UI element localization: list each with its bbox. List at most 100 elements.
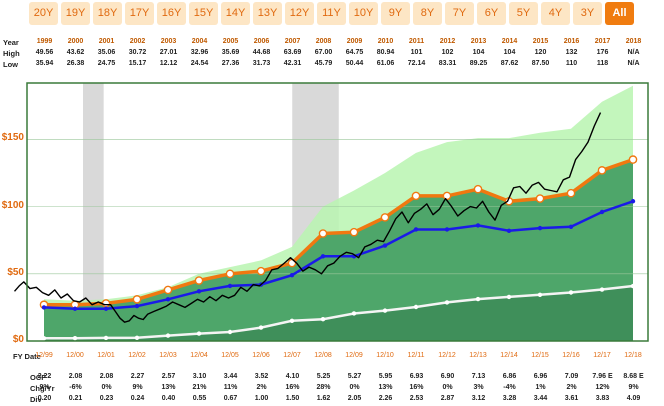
fund-cell-div: 4.09 [626, 395, 641, 402]
info-cell-low: N/A [627, 60, 640, 67]
info-cell-low: 118 [596, 60, 609, 67]
fund-cell-div: 2.05 [347, 395, 362, 402]
dividend-marker [537, 292, 543, 297]
info-cell-low: 45.79 [314, 60, 333, 67]
info-cell-low: 31.73 [252, 60, 271, 67]
range-button-18y[interactable]: 18Y [93, 2, 122, 25]
fund-cell-div: 2.26 [378, 395, 393, 402]
range-button-14y[interactable]: 14Y [221, 2, 250, 25]
fund-cell-div: 3.44 [533, 395, 548, 402]
range-button-17y[interactable]: 17Y [125, 2, 154, 25]
range-button-12y[interactable]: 12Y [285, 2, 314, 25]
info-cell-low: 24.54 [190, 60, 209, 67]
fund-label-div: Div [30, 395, 42, 404]
range-button-4y[interactable]: 4Y [541, 2, 570, 25]
range-button-19y[interactable]: 19Y [61, 2, 90, 25]
orange-marker [566, 188, 576, 198]
fund-cell-div: 0.24 [130, 395, 145, 402]
x-tick-label: 12/12 [438, 352, 456, 359]
range-button-7y[interactable]: 7Y [445, 2, 474, 25]
fund-cell-chg: 9% [132, 384, 143, 391]
info-cell-year: 2000 [67, 38, 84, 45]
y-tick-label: $150 [1, 132, 24, 144]
info-cell-year: 2010 [377, 38, 394, 45]
info-cell-year: 2011 [408, 38, 425, 45]
range-button-10y[interactable]: 10Y [349, 2, 378, 25]
info-cell-low: 27.36 [221, 60, 240, 67]
blue-marker [134, 303, 140, 309]
blue-marker [537, 225, 543, 231]
range-button-8y[interactable]: 8Y [413, 2, 442, 25]
info-cell-high: 35.06 [97, 49, 116, 56]
fund-cell-ocf: 2.08 [68, 373, 83, 380]
y-tick-label: $100 [1, 199, 24, 211]
x-tick-label: 12/01 [97, 352, 115, 359]
info-cell-year: 2009 [346, 38, 363, 45]
x-tick-label: 12/16 [562, 352, 580, 359]
range-button-13y[interactable]: 13Y [253, 2, 282, 25]
x-tick-label: 12/08 [314, 352, 332, 359]
info-cell-year: 2013 [470, 38, 487, 45]
info-label-year: Year [3, 38, 19, 47]
fund-cell-ocf: 2.08 [99, 373, 114, 380]
x-tick-label: 12/11 [407, 352, 425, 359]
range-selector: 20Y 19Y 18Y 17Y 16Y 15Y 14Y 13Y 12Y 11Y 10Y 9Y 8Y 7Y 6… [0, 0, 664, 27]
orange-marker [101, 299, 111, 308]
fund-cell-ocf: 3.44 [223, 373, 238, 380]
dividend-marker [506, 294, 512, 300]
range-button-6y[interactable]: 6Y [477, 2, 506, 25]
info-cell-year: 2017 [594, 38, 611, 45]
fund-cell-ocf: 6.90 [440, 373, 455, 380]
blue-marker [72, 306, 78, 311]
info-cell-high: 32.96 [190, 49, 209, 56]
range-button-3y[interactable]: 3Y [573, 2, 602, 25]
dividend-marker [289, 318, 295, 324]
x-tick-label: 12/03 [159, 352, 177, 359]
fund-cell-div: 0.40 [161, 395, 176, 402]
fund-cell-div: 0.67 [223, 395, 238, 402]
x-tick-label: 12/17 [593, 352, 611, 359]
blue-marker [444, 227, 450, 232]
info-label-high: High [3, 49, 20, 58]
info-cell-high: 104 [472, 49, 485, 56]
info-label-low: Low [3, 60, 18, 69]
dividend-marker [320, 317, 326, 322]
range-button-5y[interactable]: 5Y [509, 2, 538, 25]
orange-marker [597, 166, 607, 175]
info-cell-high: 44.68 [252, 49, 271, 56]
info-cell-year: 2015 [532, 38, 549, 45]
info-cell-high: 63.69 [283, 49, 302, 56]
info-cell-high: 80.94 [376, 49, 395, 56]
info-cell-high: 101 [410, 49, 423, 56]
range-button-20y[interactable]: 20Y [29, 2, 58, 25]
blue-marker [103, 306, 109, 311]
dividend-marker [72, 335, 78, 341]
dividend-marker [196, 331, 202, 336]
y-tick-label: $50 [7, 266, 24, 278]
dividend-marker [413, 304, 419, 310]
fund-cell-div: 3.28 [502, 395, 517, 402]
x-tick-label: 12/15 [531, 352, 549, 359]
info-cell-low: 15.17 [128, 60, 147, 67]
blue-marker [320, 254, 326, 259]
blue-marker [630, 199, 636, 204]
info-cell-low: 24.75 [97, 60, 116, 67]
dividend-marker [444, 300, 450, 305]
fund-cell-ocf: 3.52 [254, 373, 269, 380]
blue-marker [289, 272, 295, 278]
range-button-9y[interactable]: 9Y [381, 2, 410, 25]
range-button-16y[interactable]: 16Y [157, 2, 186, 25]
x-tick-label: 12/13 [469, 352, 487, 359]
info-cell-year: 2014 [501, 38, 518, 45]
info-cell-low: 89.25 [469, 60, 488, 67]
fund-cell-ocf: 2.57 [161, 373, 176, 380]
range-button-all[interactable]: All [605, 2, 634, 25]
range-button-15y[interactable]: 15Y [189, 2, 218, 25]
fy-date-label: FY Date [13, 352, 41, 361]
range-button-11y[interactable]: 11Y [317, 2, 346, 25]
blue-marker [227, 283, 233, 289]
info-cell-high: 35.69 [221, 49, 240, 56]
dividend-marker [103, 335, 109, 341]
x-tick-label: 12/18 [624, 352, 642, 359]
